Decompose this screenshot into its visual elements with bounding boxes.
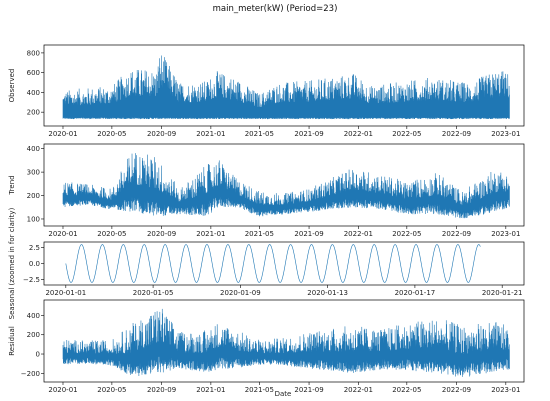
y-axis-label-trend: Trend <box>8 175 16 195</box>
y-tick-label-seasonal: 0.0 <box>29 260 40 268</box>
y-tick-label-observed: 600 <box>27 69 40 77</box>
x-tick-label-seasonal: 2020-01-21 <box>482 289 523 297</box>
series-line-trend <box>62 153 510 219</box>
x-tick-label-trend: 2023-01 <box>491 230 520 238</box>
y-tick-label-residual: 200 <box>27 331 40 339</box>
y-tick-label-residual: −200 <box>21 370 40 378</box>
x-tick-label-trend: 2021-09 <box>294 230 323 238</box>
panel-frame-observed <box>43 44 525 127</box>
panel-seasonal: −2.5 0.0 2.5 2020-01-01 2020-01-05 2020-01-09… <box>8 207 525 319</box>
y-tick-label-seasonal: 2.5 <box>29 244 40 252</box>
x-tick-label-observed: 2020-01 <box>48 130 77 138</box>
x-tick-label-observed: 2020-09 <box>147 130 176 138</box>
x-tick-label-trend: 2022-01 <box>344 230 373 238</box>
x-tick-label-seasonal: 2020-01-17 <box>395 289 436 297</box>
y-tick-label-observed: 200 <box>27 109 40 117</box>
y-axis-label-observed: Observed <box>8 69 16 103</box>
x-tick-label-trend: 2020-09 <box>147 230 176 238</box>
x-tick-label-observed: 2022-05 <box>392 130 421 138</box>
x-tick-label-trend: 2021-01 <box>196 230 225 238</box>
x-tick-label-seasonal: 2020-01-09 <box>220 289 261 297</box>
y-tick-label-observed: 400 <box>27 89 40 97</box>
x-tick-label-trend: 2021-05 <box>245 230 274 238</box>
x-tick-label-trend: 2022-09 <box>442 230 471 238</box>
panel-frame-trend <box>43 143 525 227</box>
x-tick-label-residual: 2022-05 <box>392 386 421 394</box>
panel-observed: 200 400 600 800 2020-01 2020-05 2020-09 2021-01… <box>8 44 525 138</box>
x-tick-label-observed: 2021-01 <box>196 130 225 138</box>
x-tick-label-residual: 2020-09 <box>147 386 176 394</box>
panel-frame-seasonal <box>43 241 525 286</box>
x-tick-label-observed: 2020-05 <box>97 130 126 138</box>
x-tick-label-trend: 2020-01 <box>48 230 77 238</box>
x-tick-label-residual: 2020-01 <box>48 386 77 394</box>
y-axis-label-seasonal: Seasonal (zoomed in for clarity) <box>8 207 16 319</box>
panels-group: 200 400 600 800 2020-01 2020-05 2020-09 2021-01… <box>8 44 525 394</box>
x-tick-label-observed: 2022-09 <box>442 130 471 138</box>
x-tick-label-residual: 2021-05 <box>245 386 274 394</box>
y-tick-label-trend: 300 <box>27 169 40 177</box>
panel-trend: 100 200 300 400 2020-01 2020-05 2020-09 2021-01… <box>8 143 525 238</box>
series-line-observed <box>62 55 510 120</box>
x-tick-label-residual: 2022-09 <box>442 386 471 394</box>
panel-frame-residual <box>43 299 525 383</box>
x-axis-label: Date <box>275 390 292 398</box>
x-tick-label-observed: 2021-09 <box>294 130 323 138</box>
x-tick-label-residual: 2020-05 <box>97 386 126 394</box>
series-line-seasonal <box>65 244 481 283</box>
figure-title: main_meter(kW) (Period=23) <box>213 4 338 14</box>
panel-residual: −200 0 200 400 2020-01 2020-05 2020-09 2021-01 2… <box>8 299 525 394</box>
x-tick-label-observed: 2022-01 <box>344 130 373 138</box>
x-tick-label-seasonal: 2020-01-13 <box>307 289 348 297</box>
y-tick-label-seasonal: −2.5 <box>23 276 40 284</box>
y-tick-label-observed: 800 <box>27 49 40 57</box>
x-tick-label-residual: 2023-01 <box>491 386 520 394</box>
x-tick-label-residual: 2021-09 <box>294 386 323 394</box>
y-axis-label-residual: Residual <box>8 326 16 356</box>
x-tick-label-seasonal: 2020-01-01 <box>45 289 86 297</box>
x-tick-label-trend: 2022-05 <box>392 230 421 238</box>
x-tick-label-residual: 2022-01 <box>344 386 373 394</box>
x-tick-label-observed: 2021-05 <box>245 130 274 138</box>
x-tick-label-trend: 2020-05 <box>97 230 126 238</box>
y-tick-label-residual: 0 <box>36 351 40 359</box>
y-tick-label-residual: 400 <box>27 312 40 320</box>
series-line-residual <box>62 308 510 377</box>
x-tick-label-residual: 2021-01 <box>196 386 225 394</box>
y-tick-label-trend: 200 <box>27 192 40 200</box>
y-tick-label-trend: 400 <box>27 145 40 153</box>
x-tick-label-observed: 2023-01 <box>491 130 520 138</box>
x-tick-label-seasonal: 2020-01-05 <box>133 289 174 297</box>
y-tick-label-trend: 100 <box>27 215 40 223</box>
